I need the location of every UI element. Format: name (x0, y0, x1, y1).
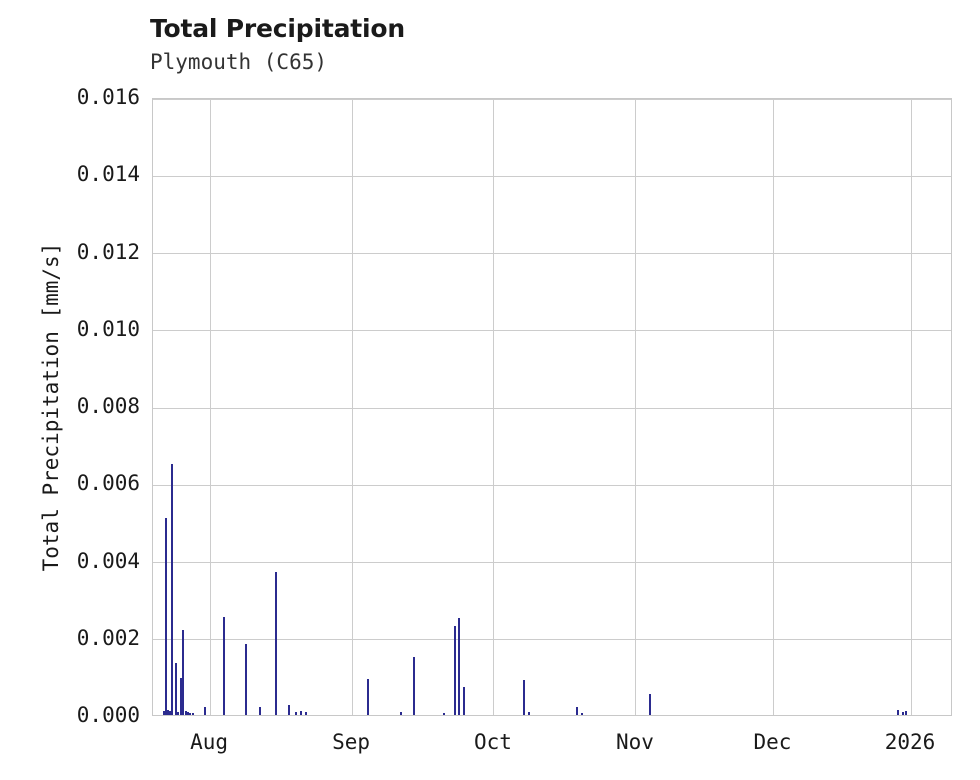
data-bar (162, 711, 165, 715)
data-bar (164, 518, 167, 715)
data-bar (189, 713, 192, 715)
data-bar (897, 710, 899, 715)
x-axis-tick: Dec (753, 730, 792, 754)
plot-area (152, 98, 952, 716)
data-bar (180, 678, 183, 715)
data-bar (457, 618, 460, 715)
y-axis-tick: 0.014 (76, 162, 140, 187)
y-axis-tick: 0.010 (76, 316, 140, 341)
data-bar (463, 686, 466, 715)
chart-subtitle: Plymouth (C65) (150, 50, 328, 74)
data-bar (576, 707, 579, 715)
data-bar (204, 707, 207, 715)
data-bar (367, 679, 370, 715)
gridline-vertical (910, 99, 912, 715)
x-axis-tick: Aug (190, 730, 228, 754)
data-bar (171, 463, 174, 715)
y-axis-tick: 0.008 (76, 394, 140, 418)
data-bar (442, 713, 445, 715)
gridline-vertical (493, 99, 495, 715)
gridline-vertical (772, 99, 774, 715)
data-bar (177, 711, 179, 715)
data-bar (581, 713, 583, 715)
gridline-vertical (351, 99, 353, 715)
data-bar (259, 707, 262, 715)
data-bar (300, 711, 303, 715)
x-axis-tick: 2026 (884, 730, 936, 754)
data-bar (288, 705, 291, 715)
data-bar (192, 713, 195, 715)
y-axis-tick: 0.006 (76, 471, 140, 496)
data-bar (905, 711, 907, 715)
gridline-horizontal (153, 562, 951, 563)
gridline-vertical (635, 99, 637, 715)
gridline-horizontal (153, 330, 951, 332)
x-axis-tick: Oct (473, 730, 512, 754)
data-bar (184, 711, 187, 715)
gridline-vertical (209, 99, 211, 715)
data-bar (174, 662, 177, 715)
data-bar (400, 712, 403, 715)
gridline-horizontal (153, 639, 951, 641)
y-axis-tick: 0.004 (76, 548, 140, 573)
chart-title: Total Precipitation (150, 14, 405, 43)
data-bar (186, 711, 189, 715)
gridline-horizontal (153, 484, 951, 486)
gridline-horizontal (153, 407, 951, 409)
gridline-horizontal (153, 253, 951, 254)
data-bar (182, 630, 185, 715)
data-bar (901, 711, 904, 715)
data-bar (169, 711, 171, 715)
data-bar (413, 657, 415, 715)
data-bar (453, 626, 456, 715)
data-bar (295, 711, 298, 715)
gridline-horizontal (153, 99, 951, 100)
data-bar (305, 711, 307, 715)
gridline-horizontal (153, 175, 951, 177)
x-axis-tick: Nov (615, 730, 654, 754)
data-bar (649, 693, 651, 715)
data-bar (528, 712, 531, 715)
y-axis-tick: 0.016 (76, 85, 140, 109)
data-bar (522, 680, 525, 715)
y-axis-tick: 0.002 (76, 625, 140, 650)
data-bar (223, 616, 226, 715)
data-bar (245, 643, 247, 715)
y-axis-tick: 0.000 (76, 703, 140, 727)
data-bar (167, 709, 169, 715)
y-axis-tick: 0.012 (76, 239, 140, 264)
y-axis-tick-labels: 0.000 0.002 0.004 0.006 0.008 0.010 0.012 0.014… (0, 85, 140, 727)
x-axis-tick-labels: Aug Sep Oct Nov Dec 2026 (152, 730, 952, 760)
x-axis-tick: Sep (332, 730, 370, 754)
data-bar (274, 572, 277, 715)
precipitation-series (153, 99, 951, 715)
